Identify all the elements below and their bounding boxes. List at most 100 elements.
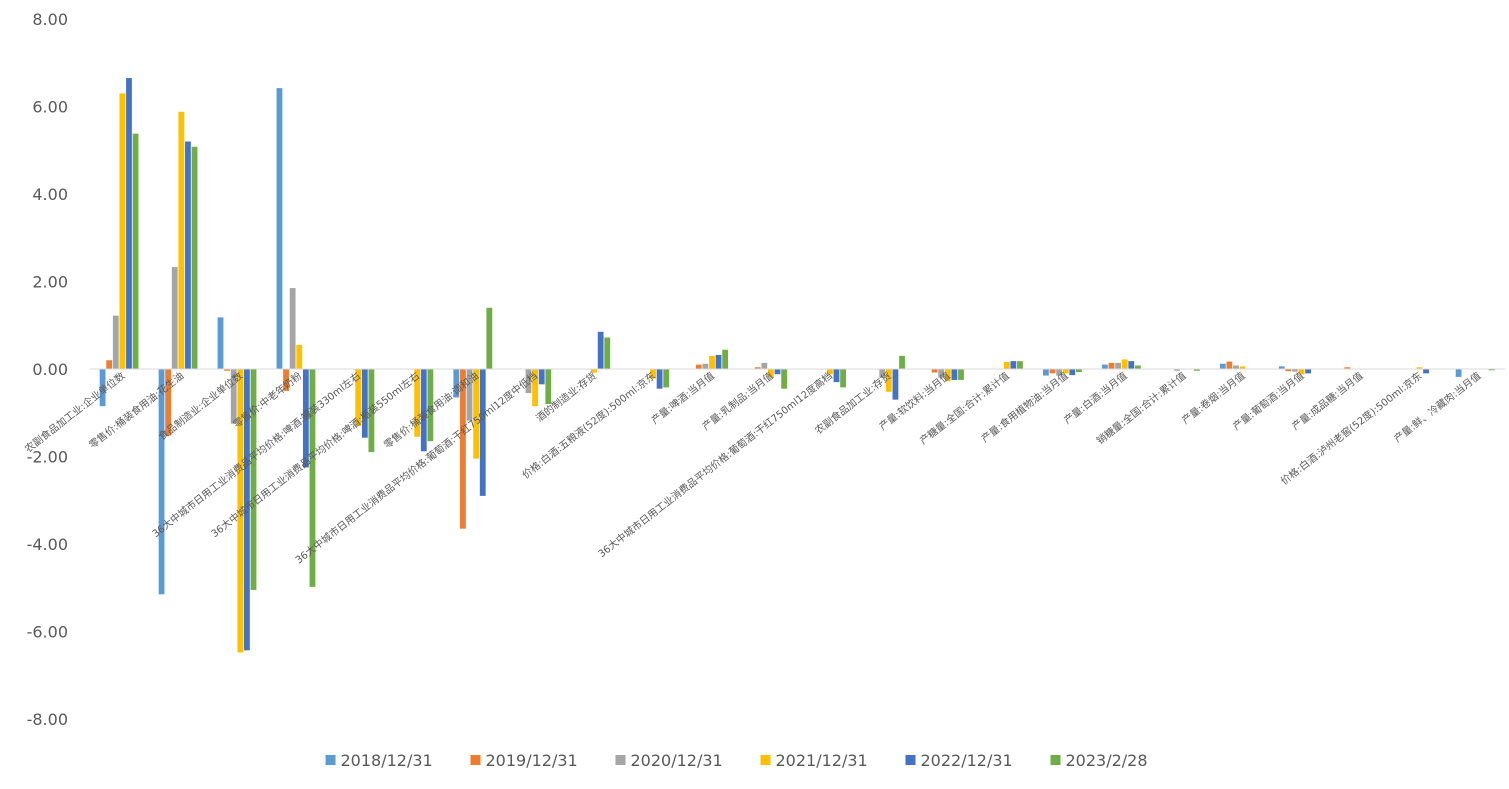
- legend-swatch: [615, 755, 626, 765]
- bar: [224, 369, 230, 371]
- bar: [191, 146, 198, 369]
- bar: [420, 369, 427, 452]
- bar: [473, 369, 480, 459]
- bar: [768, 369, 774, 377]
- y-tick-label: -6.00: [27, 623, 68, 642]
- y-tick-label: 8.00: [32, 10, 68, 29]
- legend-label: 2020/12/31: [631, 751, 723, 770]
- bar: [951, 369, 958, 380]
- bar: [414, 369, 421, 437]
- bar: [1101, 364, 1108, 370]
- bar: [126, 78, 132, 369]
- bar: [302, 369, 309, 468]
- bar: [171, 267, 178, 369]
- bar: [99, 369, 106, 407]
- bar: [185, 141, 191, 369]
- bar: [1069, 369, 1076, 376]
- bar: [715, 355, 722, 369]
- legend-label: 2021/12/31: [776, 751, 868, 770]
- bar: [938, 369, 945, 378]
- bar: [781, 369, 788, 389]
- bar: [840, 369, 846, 388]
- bar: [1423, 369, 1429, 374]
- bar: [1115, 362, 1121, 370]
- bar: [1344, 367, 1351, 369]
- bar: [892, 369, 899, 400]
- bar: [899, 355, 905, 370]
- legend-label: 2018/12/31: [341, 751, 433, 770]
- bar: [1226, 361, 1233, 369]
- bar: [597, 331, 604, 369]
- bar: [1455, 369, 1462, 377]
- bar: [1017, 361, 1023, 370]
- bar: [1043, 369, 1049, 376]
- bar: [1292, 369, 1298, 372]
- bar: [931, 369, 938, 373]
- bar: [545, 369, 552, 404]
- bar: [283, 369, 289, 391]
- bar: [165, 369, 172, 436]
- legend-swatch: [905, 755, 916, 765]
- bar: [276, 88, 283, 370]
- bar: [532, 369, 538, 407]
- bar: [486, 307, 493, 369]
- x-category-label: 产量:卷烟:当月值: [1179, 369, 1247, 426]
- y-tick-label: -4.00: [27, 535, 68, 554]
- x-category-label: 农副食品加工业:企业单位数: [22, 369, 127, 455]
- bar: [296, 344, 303, 369]
- bar: [1108, 362, 1115, 370]
- bar: [119, 93, 126, 370]
- y-tick-label: 0.00: [32, 360, 68, 379]
- bar: [1278, 366, 1285, 370]
- y-axis: 8.00 6.00 4.00 2.00 0.00 -2.00 -4.00 -6.00 -8.00: [27, 10, 68, 729]
- bar: [1298, 369, 1305, 375]
- bar: [709, 355, 715, 370]
- bar: [1233, 365, 1239, 369]
- bar: [650, 369, 656, 379]
- bar: [244, 369, 250, 651]
- bar: [230, 369, 237, 424]
- bar: [355, 369, 362, 426]
- bar: [1488, 369, 1495, 371]
- bar: [112, 315, 119, 370]
- bar: [178, 111, 185, 369]
- bar: [944, 369, 951, 382]
- bar: [1062, 369, 1069, 374]
- x-category-label: 销糖量:全国:合计:累计值: [1094, 369, 1189, 447]
- legend-label: 2022/12/31: [921, 751, 1013, 770]
- legend-label: 2023/2/28: [1066, 751, 1148, 770]
- bar: [1174, 369, 1180, 371]
- bar: [826, 369, 833, 375]
- bar: [466, 369, 473, 421]
- x-category-label: 产量:白酒:当月值: [1061, 369, 1129, 426]
- legend-swatch: [1050, 755, 1061, 765]
- bar: [1134, 365, 1141, 369]
- y-tick-label: 6.00: [32, 98, 68, 117]
- bar: [663, 369, 670, 388]
- bar: [1193, 369, 1200, 371]
- bar: [761, 362, 768, 370]
- bar: [453, 369, 460, 398]
- legend-swatch: [760, 755, 771, 765]
- bar: [591, 369, 597, 373]
- bar: [1056, 369, 1063, 376]
- bar: [361, 369, 368, 438]
- bar: [656, 369, 663, 389]
- y-tick-label: 2.00: [32, 273, 68, 292]
- bar: [1121, 359, 1128, 370]
- bar: [158, 369, 165, 595]
- bar: [106, 360, 113, 369]
- bar: [885, 369, 892, 392]
- bar: [774, 369, 781, 375]
- bar: [1010, 361, 1017, 370]
- bar: [702, 363, 709, 369]
- y-tick-label: -2.00: [27, 448, 68, 467]
- bar: [1239, 366, 1246, 370]
- bar: [722, 349, 729, 369]
- bar: [479, 369, 486, 496]
- bar: [833, 369, 840, 383]
- legend-swatch: [470, 755, 481, 765]
- bar: [538, 369, 545, 385]
